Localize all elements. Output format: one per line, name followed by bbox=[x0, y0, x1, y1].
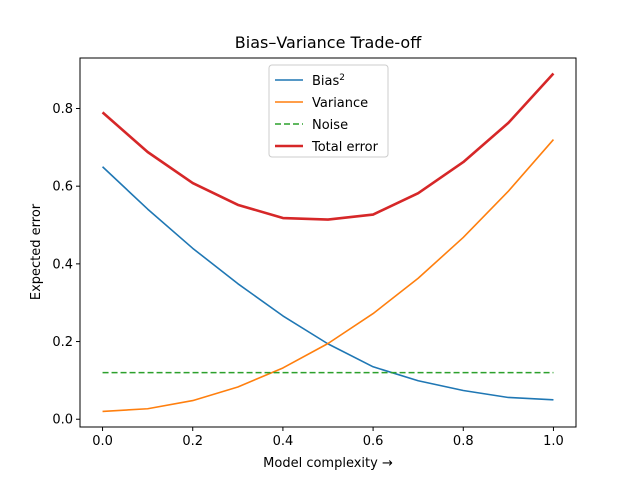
plot-area: 0.0 0.2 0.4 0.6 0.8 1.0 0.0 0.2 0.4 0.6 0.8 bbox=[52, 57, 577, 449]
series-line-bias bbox=[102, 166, 554, 401]
x-axis-label: Model complexity → bbox=[263, 456, 393, 471]
legend-label: Bias2 bbox=[312, 73, 345, 89]
y-tick-label: 0.6 bbox=[52, 180, 73, 195]
series-line-variance bbox=[102, 139, 555, 413]
legend-box bbox=[268, 64, 389, 158]
x-tick-label: 0.4 bbox=[273, 434, 294, 449]
x-tick-label: 0.0 bbox=[92, 434, 113, 449]
chart-title: Bias–Variance Trade-off bbox=[235, 33, 422, 52]
y-axis-label: Expected error bbox=[29, 203, 44, 300]
y-tick-label: 0.8 bbox=[52, 102, 73, 117]
legend: Bias2 Variance Noise Total error bbox=[268, 64, 389, 158]
series-line-total-error bbox=[101, 72, 555, 221]
x-tick-label: 0.6 bbox=[363, 434, 384, 449]
legend-label: Total error bbox=[311, 140, 379, 155]
plot-frame bbox=[79, 57, 577, 428]
x-tick-label: 1.0 bbox=[543, 434, 564, 449]
legend-label: Noise bbox=[312, 118, 348, 133]
legend-label: Variance bbox=[312, 96, 368, 111]
x-tick-label: 0.8 bbox=[453, 434, 474, 449]
y-tick-label: 0.2 bbox=[52, 335, 73, 350]
y-tick-label: 0.0 bbox=[52, 413, 73, 428]
y-tick-label: 0.4 bbox=[52, 257, 73, 272]
x-tick-label: 0.2 bbox=[182, 434, 203, 449]
